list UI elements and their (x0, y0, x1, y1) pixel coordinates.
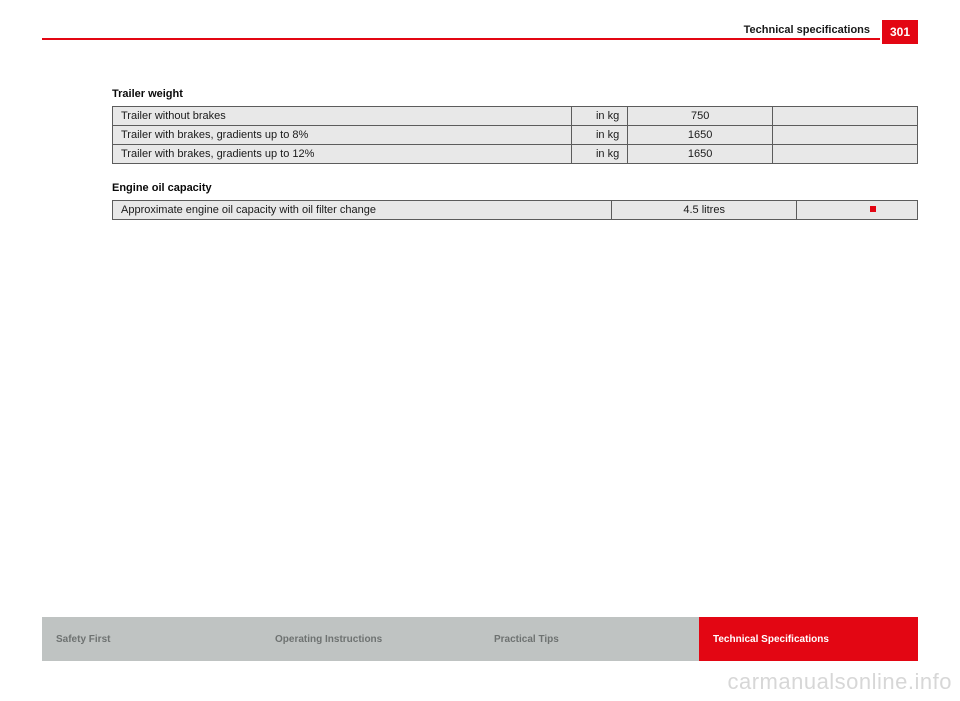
table-row: Trailer with brakes, gradients up to 12%… (113, 145, 918, 164)
cell-label: Approximate engine oil capacity with oil… (113, 201, 612, 220)
section-end-marker-icon (870, 206, 876, 212)
tab-label: Safety First (56, 634, 110, 645)
page-header: Technical specifications 301 (0, 0, 960, 48)
tab-label: Operating Instructions (275, 634, 382, 645)
tab-technical-specifications[interactable]: Technical Specifications (699, 617, 918, 661)
cell-label: Trailer with brakes, gradients up to 12% (113, 145, 572, 164)
cell-unit: in kg (571, 126, 627, 145)
tab-label: Practical Tips (494, 634, 559, 645)
engine-oil-heading: Engine oil capacity (112, 182, 918, 194)
cell-blank (773, 126, 918, 145)
page-content: Trailer weight Trailer without brakes in… (0, 48, 960, 220)
table-row: Trailer with brakes, gradients up to 8% … (113, 126, 918, 145)
trailer-weight-heading: Trailer weight (112, 88, 918, 100)
engine-oil-table: Approximate engine oil capacity with oil… (112, 200, 918, 220)
cell-label: Trailer without brakes (113, 107, 572, 126)
cell-blank (797, 201, 918, 220)
tab-label: Technical Specifications (713, 634, 829, 645)
tab-safety-first[interactable]: Safety First (42, 617, 261, 661)
trailer-weight-table: Trailer without brakes in kg 750 Trailer… (112, 106, 918, 164)
cell-label: Trailer with brakes, gradients up to 8% (113, 126, 572, 145)
cell-unit: in kg (571, 107, 627, 126)
cell-blank (773, 107, 918, 126)
watermark: carmanualsonline.info (727, 669, 952, 695)
header-section-title: Technical specifications (744, 24, 870, 36)
cell-blank (773, 145, 918, 164)
cell-value: 4.5 litres (612, 201, 797, 220)
table-row: Trailer without brakes in kg 750 (113, 107, 918, 126)
page-number-box: 301 (882, 20, 918, 44)
tab-practical-tips[interactable]: Practical Tips (480, 617, 699, 661)
tab-operating-instructions[interactable]: Operating Instructions (261, 617, 480, 661)
cell-unit: in kg (571, 145, 627, 164)
page-number: 301 (890, 25, 910, 39)
cell-value: 1650 (628, 126, 773, 145)
footer-tabs: Safety First Operating Instructions Prac… (42, 617, 918, 661)
header-rule (42, 38, 880, 40)
cell-value: 750 (628, 107, 773, 126)
table-row: Approximate engine oil capacity with oil… (113, 201, 918, 220)
cell-value: 1650 (628, 145, 773, 164)
